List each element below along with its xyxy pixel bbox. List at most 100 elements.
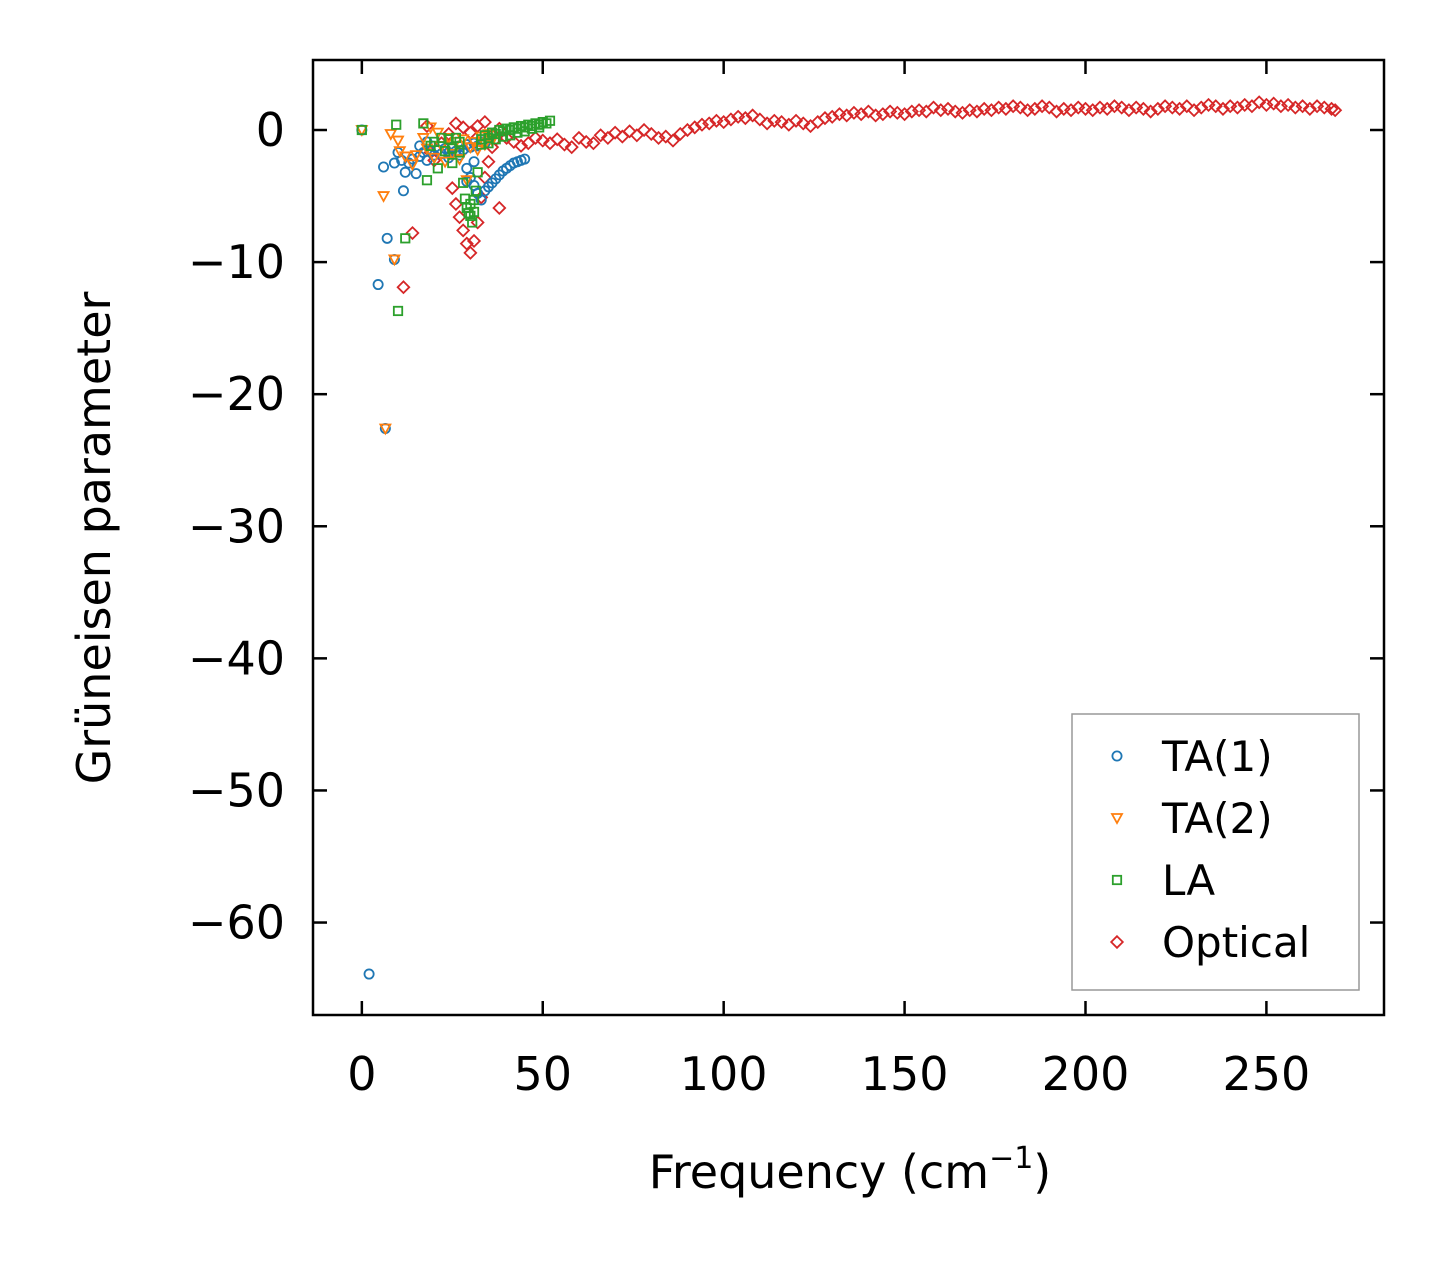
data-point-optical [456,120,471,135]
legend-marker-ta-1 [1111,750,1123,762]
data-point-optical [904,104,919,119]
data-point-la [356,124,367,136]
data-point-ta-2 [378,423,392,436]
data-point-la [432,163,443,174]
data-point-optical [897,107,912,122]
legend-label-la: LA [1162,856,1215,905]
data-point-ta-2 [405,159,420,172]
data-point-optical [1281,97,1296,112]
data-point-optical [817,111,833,126]
data-point-optical [1150,101,1165,116]
data-point-la [519,126,530,137]
y-tick-label: −10 [188,235,285,289]
data-point-optical [1295,99,1310,114]
data-point-optical [644,126,659,142]
data-point-la [458,177,469,188]
legend-item-la: LA [1111,856,1215,905]
data-point-optical [1266,96,1281,111]
legend: TA(1) TA(2) LA Optical [1071,713,1360,991]
data-point-optical [448,116,463,131]
data-point-ta-2 [391,135,405,148]
data-point-optical [788,113,804,128]
data-point-optical [1042,100,1057,115]
data-point-optical [477,115,492,130]
data-point-optical [1324,101,1339,116]
x-axis: 0 50 100 150 200 250 [347,60,1310,1101]
data-point-la [526,123,538,134]
data-point-optical [608,125,623,140]
legend-label-optical: Optical [1162,918,1310,967]
data-point-optical [998,101,1013,116]
y-tick-label: −40 [188,631,285,685]
data-point-ta-2 [387,254,401,267]
data-point-optical [1252,95,1267,110]
data-point-la [418,118,429,129]
data-point-ta-1 [475,194,487,206]
data-point-optical [1328,103,1343,118]
data-point-optical [513,138,529,153]
data-point-ta-2 [409,150,423,162]
data-point-optical [466,233,482,249]
legend-item-optical: Optical [1109,918,1310,967]
data-point-ta-2 [384,129,398,141]
x-tick-label: 0 [347,1047,376,1101]
data-point-optical [452,210,467,225]
data-point-la [490,134,501,145]
y-tick-label: −30 [188,499,285,553]
data-point-optical [622,124,637,139]
y-axis: 0 −10 −20 −30 −40 −50 −60 [188,103,1384,950]
data-point-ta-1 [410,168,422,180]
data-point-optical [651,130,666,146]
data-point-ta-1 [468,156,480,168]
data-point-la [467,217,478,228]
data-point-optical [752,112,767,127]
data-point-la [447,143,458,154]
legend-marker-optical [1109,934,1125,950]
data-point-optical [926,100,941,115]
data-point-optical [1121,103,1136,118]
data-point-ta-1 [461,162,473,174]
data-point-optical [1049,104,1064,119]
y-tick-label: −60 [188,896,285,950]
data-point-la [497,131,509,142]
data-point-ta-1 [519,153,531,165]
data-point-optical [1063,103,1079,118]
data-point-optical [564,140,579,155]
data-point-ta-1 [399,166,411,178]
data-point-optical [1186,103,1202,118]
data-point-la [439,146,451,157]
data-point-optical [441,126,456,142]
data-point-ta-1 [378,161,390,173]
data-point-optical [448,196,463,212]
x-tick-label: 100 [680,1047,768,1101]
data-point-la [447,157,458,169]
data-point-la [400,233,411,244]
data-point-optical [456,223,471,238]
data-point-optical [1215,101,1231,116]
data-point-optical [854,107,869,122]
data-point-la [392,305,404,317]
data-point-optical [680,122,695,138]
y-tick-label: −50 [188,763,285,817]
data-point-optical [955,105,970,120]
x-tick-label: 200 [1042,1047,1130,1101]
data-point-optical [1230,100,1245,115]
data-point-optical [875,107,890,122]
legend-item-ta-1: TA(1) [1111,732,1273,781]
data-point-la [454,136,465,147]
legend-marker-la [1111,874,1123,886]
data-point-optical [1259,97,1274,112]
data-point-optical [658,129,673,144]
data-point-la [505,130,516,141]
data-point-optical [463,245,478,260]
data-point-optical [774,115,789,130]
data-point-optical [940,101,956,116]
data-point-la [436,132,447,144]
data-points [355,95,1343,980]
data-point-optical [1013,100,1028,115]
data-point-la [534,122,545,133]
data-point-optical [445,181,460,196]
data-point-optical [984,103,999,118]
